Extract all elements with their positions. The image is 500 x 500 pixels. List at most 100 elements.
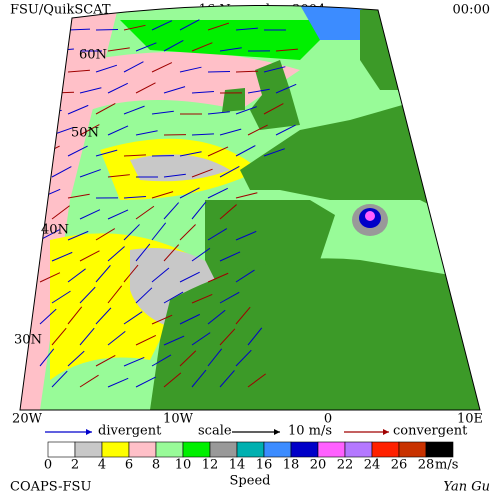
lat-label: 50N (71, 126, 99, 141)
wind-arrow (51, 370, 68, 388)
colorbar-box (371, 441, 400, 458)
lon-label: 10E (457, 412, 483, 427)
wind-arrow (95, 103, 116, 115)
legend-scale: scale (198, 424, 232, 439)
wind-arrow (79, 327, 95, 346)
wind-arrow (263, 148, 285, 157)
wind-arrow (191, 91, 214, 94)
wind-arrow (67, 306, 83, 325)
wind-arrow (247, 88, 270, 94)
wind-arrow (79, 209, 101, 220)
wind-arrow (163, 335, 185, 346)
colorbar-tick-label: 12 (202, 458, 219, 473)
wind-arrow (79, 124, 100, 136)
wind-arrow (135, 205, 155, 220)
colorbar-box (263, 441, 292, 458)
lon-label: 10W (163, 412, 194, 427)
colorbar-box (47, 441, 76, 458)
wind-arrow (123, 311, 143, 325)
wind-arrow (95, 64, 118, 73)
legend: divergent scale 10 m/s convergent (45, 424, 468, 439)
colorbar-tick-label: 22 (337, 458, 354, 473)
arrowhead (383, 429, 389, 435)
wind-arrow (191, 42, 213, 52)
wind-arrow (39, 24, 62, 31)
title: FSU/QuikSCAT (10, 3, 111, 18)
wind-arrow (107, 331, 126, 346)
wind-arrow (67, 268, 86, 283)
legend-scale-value: 10 m/s (288, 424, 332, 439)
wind-arrow (179, 350, 197, 367)
wind-arrow (107, 174, 130, 178)
wind-arrow (235, 230, 257, 241)
wind-arrow (247, 373, 266, 388)
wind-arrow (123, 105, 145, 115)
wind-arrow (163, 202, 180, 220)
wind-arrow (207, 22, 230, 31)
colorbar-tick-label: 14 (229, 458, 246, 473)
wind-arrow (51, 166, 72, 178)
wind-arrow (191, 133, 214, 136)
wind-arrow (123, 356, 145, 367)
wind-arrow (107, 82, 128, 94)
wind-arrow (123, 24, 146, 31)
wind-arrow (151, 314, 173, 325)
arrowhead (86, 429, 92, 435)
arrowhead (274, 429, 280, 435)
map (20, 5, 480, 410)
colorbar-tick-label: 20 (310, 458, 327, 473)
wind-arrow (79, 374, 99, 388)
wind-arrow (219, 166, 240, 178)
wind-arrow (163, 244, 180, 262)
colorbar-tick-label: 18 (283, 458, 300, 473)
wind-arrow (95, 228, 116, 241)
wind-arrow (207, 146, 229, 157)
wind-arrow (123, 264, 139, 283)
patch (130, 248, 230, 330)
wind-arrow (67, 145, 88, 157)
wind-arrow (235, 269, 255, 283)
colorbar-box (398, 441, 427, 458)
wind-arrow (151, 110, 174, 115)
wind-arrow (79, 250, 100, 262)
wind-arrow (151, 267, 170, 283)
wind-arrow (95, 354, 116, 367)
wind-arrow (163, 372, 182, 388)
map-frame (19, 5, 481, 411)
wind-arrow (135, 287, 153, 304)
wind-arrow (67, 193, 90, 199)
colorbar-tick-label: 26 (391, 458, 408, 473)
wind-arrow (67, 104, 89, 115)
wind-arrow (67, 350, 85, 367)
wind-arrow (263, 66, 286, 73)
patch (130, 154, 230, 182)
lon-label: 20W (12, 412, 43, 427)
lat-label: 30N (14, 333, 42, 348)
colorbar-box (128, 441, 157, 458)
wind-arrow (67, 69, 90, 73)
wind-arrow (135, 82, 156, 94)
wind-arrow (179, 66, 202, 73)
wind-arrow (235, 27, 258, 31)
wind-arrow (219, 291, 240, 304)
wind-arrow (51, 327, 67, 346)
wind-arrow (179, 187, 200, 199)
time: 00:00 (453, 3, 490, 18)
wind-arrow (135, 130, 158, 136)
wind-arrow (107, 377, 129, 388)
colorbar-box (236, 441, 265, 458)
wind-arrow (235, 145, 256, 157)
colorbar-tick-label: 24 (364, 458, 381, 473)
wind-arrow (191, 247, 211, 262)
wind-arrow (179, 19, 200, 31)
legend-convergent: convergent (393, 424, 468, 439)
wind-arrow (51, 251, 73, 262)
lat-label: 40N (41, 223, 69, 238)
wind-arrow (107, 47, 130, 52)
wind-arrow (67, 230, 89, 241)
wind-arrow (95, 307, 112, 325)
colorbar-box (209, 441, 238, 458)
wind-arrow (79, 169, 101, 178)
wind-arrow (135, 376, 156, 388)
wind-arrow (247, 124, 268, 136)
